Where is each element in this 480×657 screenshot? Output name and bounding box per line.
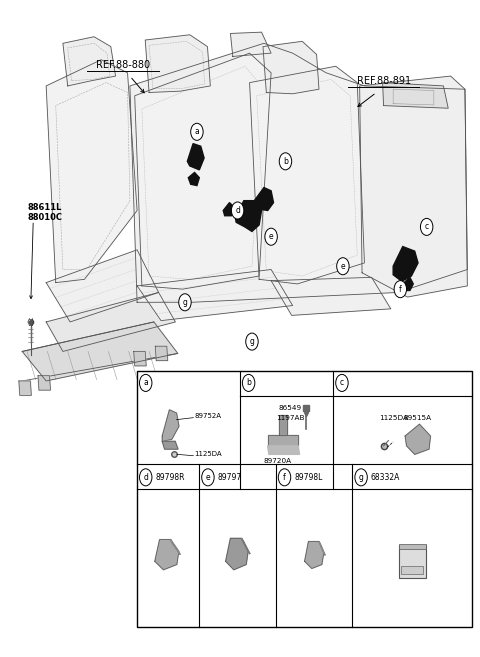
Circle shape (191, 124, 203, 141)
Circle shape (355, 469, 367, 486)
Text: f: f (283, 473, 286, 482)
Polygon shape (226, 538, 248, 570)
Polygon shape (46, 250, 158, 322)
Text: e: e (269, 232, 274, 241)
Text: c: c (425, 222, 429, 231)
Polygon shape (187, 144, 204, 170)
Polygon shape (254, 187, 274, 210)
Polygon shape (137, 269, 293, 321)
Polygon shape (241, 538, 250, 554)
FancyBboxPatch shape (399, 543, 426, 549)
Circle shape (202, 469, 214, 486)
Circle shape (420, 218, 433, 235)
Polygon shape (155, 539, 179, 570)
Polygon shape (230, 32, 271, 57)
Polygon shape (267, 435, 298, 446)
Polygon shape (134, 351, 146, 366)
Text: d: d (235, 206, 240, 215)
Polygon shape (130, 43, 468, 302)
Text: 89720A: 89720A (263, 458, 291, 464)
Text: g: g (250, 337, 254, 346)
Polygon shape (162, 410, 179, 442)
Text: e: e (341, 261, 345, 271)
Bar (137, 371, 472, 627)
Text: c: c (340, 378, 344, 388)
Polygon shape (383, 83, 448, 108)
Polygon shape (305, 541, 324, 568)
Polygon shape (63, 37, 116, 86)
Circle shape (140, 469, 152, 486)
Polygon shape (279, 415, 287, 435)
Text: f: f (399, 284, 402, 294)
Circle shape (231, 202, 244, 219)
Circle shape (278, 469, 291, 486)
Circle shape (179, 294, 191, 311)
Text: b: b (283, 157, 288, 166)
Polygon shape (393, 246, 418, 281)
Text: 89798L: 89798L (294, 473, 323, 482)
Text: a: a (144, 378, 148, 388)
Text: 1197AB: 1197AB (276, 415, 305, 420)
Circle shape (242, 374, 255, 392)
Polygon shape (22, 322, 178, 381)
Polygon shape (156, 346, 168, 361)
Text: 86549: 86549 (279, 405, 302, 411)
Polygon shape (319, 541, 325, 555)
Text: 89752A: 89752A (194, 413, 221, 419)
Text: a: a (194, 127, 199, 136)
Text: d: d (143, 473, 148, 482)
Polygon shape (271, 277, 391, 315)
Polygon shape (405, 424, 431, 455)
Text: 89798R: 89798R (156, 473, 185, 482)
Text: 1125DA: 1125DA (194, 451, 222, 457)
Polygon shape (360, 76, 468, 297)
Text: e: e (205, 473, 210, 482)
Circle shape (279, 153, 292, 170)
Text: 88611L: 88611L (27, 203, 61, 212)
Circle shape (394, 281, 407, 298)
Circle shape (140, 374, 152, 392)
Polygon shape (46, 292, 175, 351)
FancyBboxPatch shape (399, 545, 426, 578)
Circle shape (246, 333, 258, 350)
Text: 88010C: 88010C (27, 213, 62, 221)
Polygon shape (188, 173, 199, 185)
Polygon shape (403, 277, 413, 290)
Text: 1125DA: 1125DA (379, 415, 408, 420)
Circle shape (336, 374, 348, 392)
Circle shape (265, 228, 277, 245)
Polygon shape (46, 60, 137, 283)
Polygon shape (145, 35, 210, 93)
Polygon shape (19, 381, 31, 396)
Circle shape (336, 258, 349, 275)
Text: REF.88-880: REF.88-880 (96, 60, 150, 70)
Polygon shape (263, 41, 319, 94)
Text: REF.88-891: REF.88-891 (357, 76, 411, 86)
Text: g: g (182, 298, 187, 307)
Polygon shape (170, 539, 180, 555)
Polygon shape (250, 66, 364, 284)
Polygon shape (38, 376, 50, 390)
Polygon shape (223, 202, 234, 215)
Text: b: b (246, 378, 251, 388)
Text: 89515A: 89515A (403, 415, 431, 420)
Polygon shape (235, 200, 262, 231)
Polygon shape (135, 53, 271, 289)
Polygon shape (267, 446, 300, 455)
Text: g: g (359, 473, 363, 482)
Text: 68332A: 68332A (371, 473, 400, 482)
Polygon shape (162, 442, 178, 449)
Text: 89797: 89797 (217, 473, 242, 482)
FancyBboxPatch shape (401, 566, 423, 574)
